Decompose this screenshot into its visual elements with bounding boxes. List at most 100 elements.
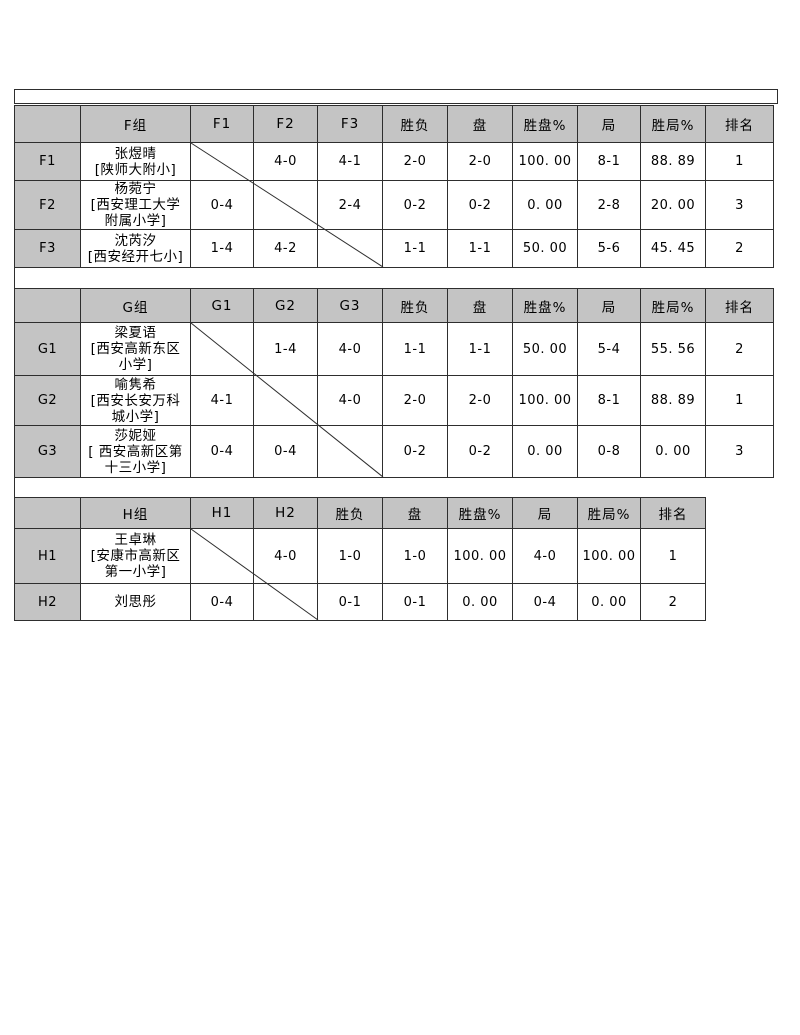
- stat-cell: 88. 89: [641, 376, 706, 426]
- stat-cell: 3: [706, 181, 774, 230]
- stat-cell: 1: [706, 143, 774, 181]
- stat-cell: 1-1: [383, 230, 448, 268]
- stat-cell: 2-8: [578, 181, 641, 230]
- match-result-cell: 0-4: [191, 426, 254, 478]
- player-name-line: [西安理工大学: [90, 197, 181, 213]
- stat-cell: 55. 56: [641, 323, 706, 376]
- stat-column-header: 排名: [706, 106, 774, 143]
- player-name-cell: 喻隽希 [西安长安万科 城小学]: [81, 376, 191, 426]
- stat-column-header: 盘: [448, 289, 513, 323]
- stat-cell: 100. 00: [513, 376, 578, 426]
- stat-cell: 2: [706, 230, 774, 268]
- corner-cell: [15, 498, 81, 529]
- player-name-line: [西安经开七小]: [87, 248, 184, 265]
- stat-cell: 100. 00: [448, 529, 513, 584]
- stat-column-header: 盘: [448, 106, 513, 143]
- group-g-table: G组 G1 G2 G3 胜负盘胜盘% 局胜局% 排名 G1 梁夏语 [西安高新东区 小学] 1-4 4-…: [14, 288, 774, 478]
- player-name-cell: 张煜晴 [陕师大附小]: [81, 143, 191, 181]
- row-label: F1: [15, 143, 81, 181]
- group-g-grid: G组 G1 G2 G3 胜负盘胜盘% 局胜局% 排名 G1 梁夏语 [西安高新东区 小学] 1-4 4-…: [14, 288, 774, 478]
- match-result-cell: 0-4: [191, 181, 254, 230]
- opponent-column-header: G3: [318, 289, 383, 323]
- group-header: G组: [81, 289, 191, 323]
- stat-cell: 2: [641, 584, 706, 621]
- row-label: G2: [15, 376, 81, 426]
- player-name-line: 十三小学]: [104, 459, 167, 476]
- stat-cell: 0-8: [578, 426, 641, 478]
- match-result-cell: [191, 323, 254, 376]
- player-name-line: 附属小学]: [104, 213, 167, 229]
- stat-column-header: 胜负: [318, 498, 383, 529]
- player-name-line: [安康市高新区: [90, 548, 181, 564]
- stat-cell: 50. 00: [513, 323, 578, 376]
- stat-cell: 100. 00: [578, 529, 641, 584]
- match-result-cell: 4-0: [318, 323, 383, 376]
- match-result-cell: 0-4: [254, 426, 318, 478]
- player-name-line: 第一小学]: [104, 564, 167, 580]
- stat-cell: 100. 00: [513, 143, 578, 181]
- stat-cell: 2-0: [448, 376, 513, 426]
- stat-cell: 1-1: [448, 230, 513, 268]
- stat-cell: 0-2: [448, 181, 513, 230]
- player-name-cell: 梁夏语 [西安高新东区 小学]: [81, 323, 191, 376]
- player-name-line: [ 西安高新区第: [88, 443, 183, 460]
- group-h-grid: H组 H1 H2 胜负盘胜盘% 局胜局% 排名 H1 王卓琳 [安康市高新区 第一小学] 4-0 1-…: [14, 497, 706, 621]
- corner-cell: [15, 289, 81, 323]
- stat-cell: 0. 00: [641, 426, 706, 478]
- opponent-column-header: G1: [191, 289, 254, 323]
- stat-cell: 0. 00: [578, 584, 641, 621]
- stat-cell: 5-4: [578, 323, 641, 376]
- stat-cell: 1-0: [383, 529, 448, 584]
- stat-cell: 0-1: [318, 584, 383, 621]
- stat-cell: 1: [641, 529, 706, 584]
- player-name-line: 张煜晴: [114, 145, 157, 162]
- corner-cell: [15, 106, 81, 143]
- row-label: H2: [15, 584, 81, 621]
- stat-cell: 1-1: [383, 323, 448, 376]
- stat-cell: 2-0: [448, 143, 513, 181]
- stat-cell: 20. 00: [641, 181, 706, 230]
- stat-cell: 1-1: [448, 323, 513, 376]
- group-f-grid: F组 F1 F2 F3 胜负盘胜盘% 局胜局% 排名 F1 张煜晴 [陕师大附小] 4-0 4-1 2-…: [14, 105, 774, 268]
- player-name-cell: 王卓琳 [安康市高新区 第一小学]: [81, 529, 191, 584]
- stat-cell: 4-0: [513, 529, 578, 584]
- row-label: F3: [15, 230, 81, 268]
- player-name-line: 沈芮汐: [114, 232, 157, 249]
- stat-column-header: 排名: [641, 498, 706, 529]
- stat-cell: 3: [706, 426, 774, 478]
- stat-cell: 8-1: [578, 143, 641, 181]
- stat-column-header: 盘: [383, 498, 448, 529]
- match-result-cell: [191, 143, 254, 181]
- match-result-cell: 4-0: [254, 529, 318, 584]
- match-result-cell: [318, 230, 383, 268]
- player-name-cell: 刘思彤: [81, 584, 191, 621]
- stat-cell: 0. 00: [448, 584, 513, 621]
- match-result-cell: [191, 529, 254, 584]
- sheet-left-border-segment: [14, 267, 15, 288]
- player-name-line: [西安长安万科: [90, 392, 181, 409]
- stat-column-header: 局: [578, 106, 641, 143]
- stat-cell: 0-2: [383, 426, 448, 478]
- sheet-left-border-segment: [14, 477, 15, 497]
- match-result-cell: 4-2: [254, 230, 318, 268]
- match-result-cell: 0-4: [191, 584, 254, 621]
- stat-column-header: 胜负: [383, 289, 448, 323]
- player-name-line: 小学]: [118, 357, 153, 373]
- opponent-column-header: H2: [254, 498, 318, 529]
- row-label: F2: [15, 181, 81, 230]
- player-name-line: [陕师大附小]: [94, 161, 177, 178]
- match-result-cell: [254, 181, 318, 230]
- stat-cell: 88. 89: [641, 143, 706, 181]
- match-result-cell: [254, 376, 318, 426]
- stat-column-header: 局: [513, 498, 578, 529]
- row-label: G3: [15, 426, 81, 478]
- stat-cell: 2-0: [383, 143, 448, 181]
- player-name-line: 杨菀宁: [114, 181, 157, 197]
- row-label: G1: [15, 323, 81, 376]
- player-name-cell: 莎妮娅[ 西安高新区第 十三小学]: [81, 426, 191, 478]
- match-result-cell: 4-1: [318, 143, 383, 181]
- player-name-line: 梁夏语: [114, 325, 157, 341]
- group-header: F组: [81, 106, 191, 143]
- group-header: H组: [81, 498, 191, 529]
